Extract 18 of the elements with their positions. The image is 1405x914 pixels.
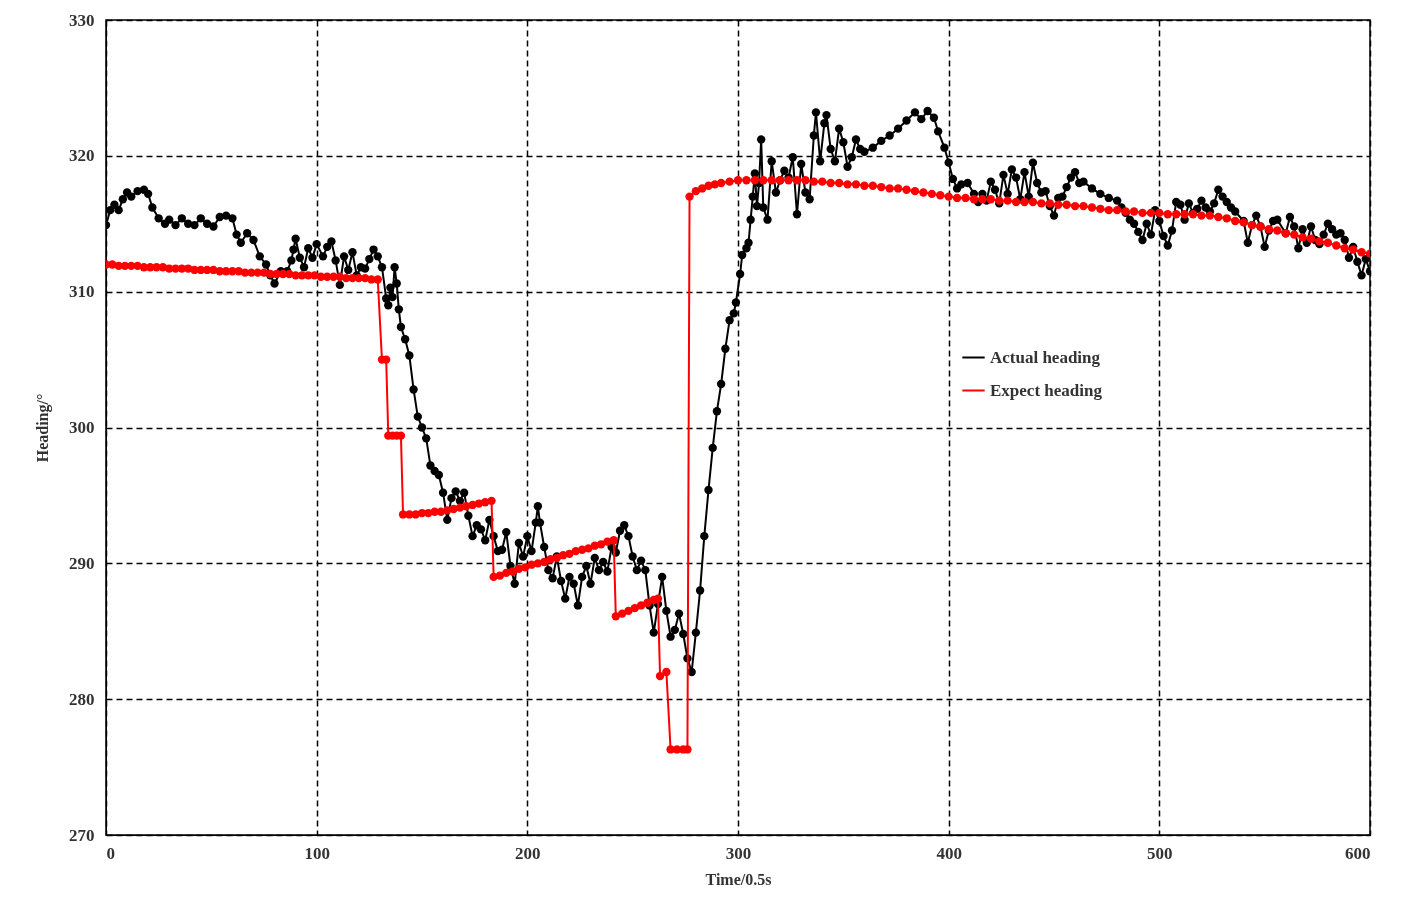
x-tick-label: 400 bbox=[936, 843, 962, 863]
legend-label: Actual heading bbox=[990, 347, 1101, 367]
x-tick-label: 500 bbox=[1147, 843, 1173, 863]
y-tick-label: 290 bbox=[69, 553, 95, 573]
x-tick-label: 600 bbox=[1345, 843, 1371, 863]
legend-label: Expect heading bbox=[990, 380, 1103, 400]
x-axis-title: Time/0.5s bbox=[705, 870, 772, 888]
x-tick-label: 100 bbox=[304, 843, 330, 863]
y-tick-label: 310 bbox=[69, 282, 95, 302]
x-tick-label: 300 bbox=[725, 843, 752, 863]
y-axis-title: Heading/° bbox=[34, 393, 52, 463]
y-tick-label: 300 bbox=[69, 418, 95, 437]
x-tick-label: 0 bbox=[106, 843, 115, 863]
y-tick-label: 320 bbox=[69, 146, 95, 166]
y-tick-label: 330 bbox=[69, 10, 95, 30]
x-tick-label: 200 bbox=[515, 843, 541, 863]
y-tick-label: 280 bbox=[69, 689, 95, 709]
y-tick-label: 270 bbox=[69, 825, 95, 845]
